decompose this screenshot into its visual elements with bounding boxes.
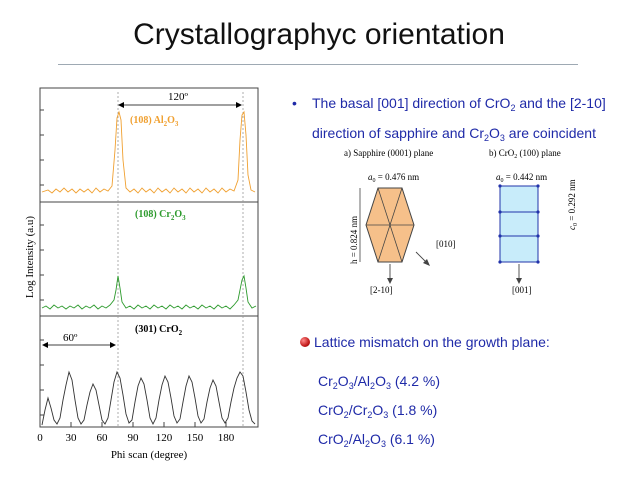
x-tick-labels: 0 30 60 90 120 150 180	[37, 432, 235, 444]
svg-text:180: 180	[218, 432, 235, 444]
diagram-a-title: a) Sapphire (0001) plane	[344, 148, 433, 158]
mismatch-line-1: Cr2O3/Al2O3 (4.2 %)	[318, 373, 440, 391]
panel-label-cro2: (301) CrO2	[135, 324, 183, 337]
a0-sapphire-label: a0 = 0.476 nm	[368, 172, 419, 184]
bullet-orientation-text: The basal [001] direction of CrO2 and th…	[312, 95, 606, 143]
x-axis-label: Phi scan (degree)	[111, 449, 188, 461]
dir-010-label: [010]	[436, 239, 456, 249]
panel-label-al2o3: (108) Al2O3	[130, 115, 179, 128]
arrowhead-120-left	[118, 102, 124, 108]
h-label: h = 0.824 nm	[349, 216, 359, 264]
svg-text:0: 0	[37, 432, 43, 444]
svg-text:150: 150	[187, 432, 204, 444]
bullet-dot-icon: •	[292, 95, 297, 111]
mismatch-line-3: CrO2/Al2O3 (6.1 %)	[318, 431, 435, 449]
cro2-cell-1	[499, 185, 539, 213]
svg-text:120: 120	[156, 432, 173, 444]
arrowhead-010	[423, 259, 430, 266]
arrow-010	[415, 251, 429, 265]
arrowhead-60-right	[110, 342, 116, 348]
arrowhead-2m10	[387, 278, 393, 284]
panel-label-cr2o3: (108) Cr2O3	[135, 209, 186, 222]
x-ticks	[39, 422, 227, 427]
bullet-ball-icon	[300, 337, 310, 347]
title-divider	[58, 64, 578, 65]
svg-text:30: 30	[66, 432, 78, 444]
svg-text:90: 90	[128, 432, 140, 444]
cro2-cell-3	[499, 235, 539, 263]
bullet-mismatch-text: Lattice mismatch on the growth plane:	[314, 334, 550, 350]
arrowhead-60-left	[42, 342, 48, 348]
cro2-atoms	[498, 184, 540, 264]
mismatch-line-2: CrO2/Cr2O3 (1.8 %)	[318, 402, 438, 420]
trace-cro2	[41, 370, 256, 426]
y-ticks	[40, 109, 44, 416]
angle-label-120: 120º	[168, 91, 189, 103]
sapphire-hexagon	[365, 187, 415, 263]
diagram-b-title: b) CrO2 (100) plane	[489, 148, 561, 160]
plot-frame	[39, 87, 259, 428]
arrowhead-001	[516, 278, 522, 284]
y-axis-label: Log Intensity (a.u)	[24, 216, 36, 299]
hexagon-diagonals	[366, 187, 414, 263]
trace-cr2o3	[41, 274, 257, 310]
svg-text:60: 60	[97, 432, 109, 444]
dir-001-label: [001]	[512, 285, 532, 295]
slide-title: Crystallographyc orientation	[133, 18, 505, 51]
a0-cro2-label: a0 = 0.442 nm	[496, 172, 547, 184]
cro2-cell-2	[499, 211, 539, 237]
dir-2m10-label: [2-10]	[370, 285, 393, 295]
trace-al2o3	[41, 110, 256, 194]
angle-label-60: 60º	[63, 332, 78, 344]
c0-label: c0 = 0.292 nm	[567, 179, 579, 230]
arrowhead-120-right	[236, 102, 242, 108]
